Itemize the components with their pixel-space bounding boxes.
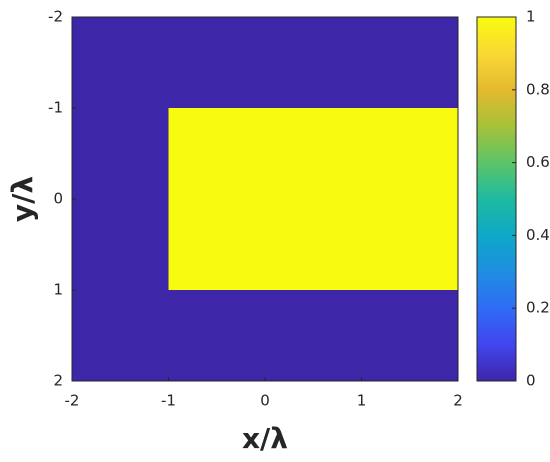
heatmap-cell — [72, 17, 169, 109]
heatmap-cell — [72, 199, 169, 291]
x-tick-label: -1 — [161, 392, 176, 410]
heatmap-cell — [361, 290, 459, 382]
heatmap-cell — [168, 290, 266, 382]
colorbar-tick-label: 0.8 — [526, 80, 550, 98]
colorbar-tick-label: 0.6 — [526, 153, 550, 171]
heatmap-cell — [265, 290, 362, 382]
x-tick-label: 1 — [357, 392, 367, 410]
heatmap-cell — [168, 199, 266, 291]
colorbar-tick-label: 1 — [526, 8, 536, 26]
heatmap-cell — [168, 108, 266, 200]
y-tick-label: -1 — [48, 99, 63, 117]
x-tick-label: -2 — [65, 392, 80, 410]
heatmap-cell — [72, 108, 169, 200]
heatmap-cell — [265, 17, 362, 109]
heatmap-cell — [265, 199, 362, 291]
plot-area — [72, 17, 459, 382]
heatmap-cell — [265, 108, 362, 200]
heatmap-cell — [361, 199, 459, 291]
x-tick-label: 2 — [453, 392, 463, 410]
y-tick-label: 2 — [53, 372, 63, 390]
colorbar — [476, 16, 517, 382]
x-axis-label: x/λ — [242, 422, 288, 455]
heatmap-cell — [72, 290, 169, 382]
heatmap-cell — [361, 108, 459, 200]
heatmap-cell — [361, 17, 459, 109]
x-tick-label: 0 — [260, 392, 270, 410]
y-axis-label: y/λ — [6, 176, 39, 222]
colorbar-tick-label: 0.4 — [526, 226, 550, 244]
y-tick-label: -2 — [48, 8, 63, 26]
heatmap-cell — [168, 17, 266, 109]
colorbar-tick-label: 0.2 — [526, 299, 550, 317]
colorbar-tick-label: 0 — [526, 372, 536, 390]
y-tick-label: 0 — [53, 190, 63, 208]
y-tick-label: 1 — [53, 281, 63, 299]
